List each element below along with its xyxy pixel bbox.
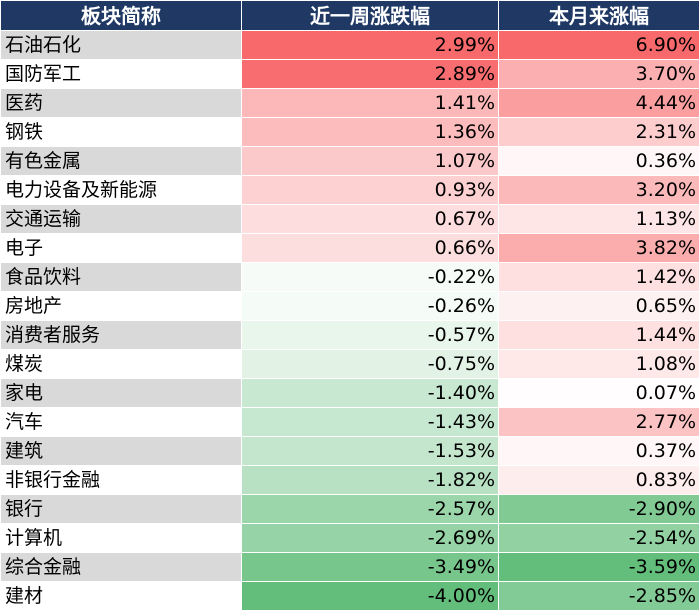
week-change-cell: 1.41% — [242, 89, 499, 118]
table-row: 建筑-1.53%0.37% — [1, 437, 699, 466]
header-sector-name: 板块简称 — [1, 1, 242, 31]
month-change-cell: 3.82% — [499, 234, 699, 263]
week-change-cell: 2.89% — [242, 60, 499, 89]
week-change-cell: -1.43% — [242, 408, 499, 437]
header-week-change: 近一周涨跌幅 — [242, 1, 499, 31]
month-change-cell: -3.59% — [499, 553, 699, 582]
sector-name-cell: 煤炭 — [1, 350, 242, 379]
week-change-cell: -1.82% — [242, 466, 499, 495]
month-change-cell: 4.44% — [499, 89, 699, 118]
week-change-cell: -4.00% — [242, 582, 499, 611]
month-change-cell: 2.77% — [499, 408, 699, 437]
month-change-cell: 0.36% — [499, 147, 699, 176]
month-change-cell: 0.65% — [499, 292, 699, 321]
week-change-cell: 2.99% — [242, 31, 499, 60]
week-change-cell: 0.93% — [242, 176, 499, 205]
sector-name-cell: 家电 — [1, 379, 242, 408]
week-change-cell: -2.69% — [242, 524, 499, 553]
month-change-cell: 1.13% — [499, 205, 699, 234]
sector-name-cell: 建筑 — [1, 437, 242, 466]
sector-name-cell: 房地产 — [1, 292, 242, 321]
week-change-cell: -0.22% — [242, 263, 499, 292]
week-change-cell: -3.49% — [242, 553, 499, 582]
month-change-cell: 0.83% — [499, 466, 699, 495]
sector-name-cell: 建材 — [1, 582, 242, 611]
table-header-row: 板块简称 近一周涨跌幅 本月来涨幅 — [1, 1, 699, 31]
sector-name-cell: 电力设备及新能源 — [1, 176, 242, 205]
sector-name-cell: 电子 — [1, 234, 242, 263]
header-month-change: 本月来涨幅 — [499, 1, 699, 31]
week-change-cell: -0.75% — [242, 350, 499, 379]
week-change-cell: 1.36% — [242, 118, 499, 147]
sector-name-cell: 交通运输 — [1, 205, 242, 234]
month-change-cell: 2.31% — [499, 118, 699, 147]
month-change-cell: 3.20% — [499, 176, 699, 205]
sector-name-cell: 有色金属 — [1, 147, 242, 176]
week-change-cell: -2.57% — [242, 495, 499, 524]
month-change-cell: 3.70% — [499, 60, 699, 89]
table-row: 消费者服务-0.57%1.44% — [1, 321, 699, 350]
sector-name-cell: 综合金融 — [1, 553, 242, 582]
week-change-cell: -0.26% — [242, 292, 499, 321]
week-change-cell: -1.40% — [242, 379, 499, 408]
table-row: 建材-4.00%-2.85% — [1, 582, 699, 611]
week-change-cell: 0.66% — [242, 234, 499, 263]
month-change-cell: 1.08% — [499, 350, 699, 379]
sector-name-cell: 钢铁 — [1, 118, 242, 147]
table-row: 汽车-1.43%2.77% — [1, 408, 699, 437]
week-change-cell: 1.07% — [242, 147, 499, 176]
sector-name-cell: 消费者服务 — [1, 321, 242, 350]
month-change-cell: 0.07% — [499, 379, 699, 408]
month-change-cell: -2.90% — [499, 495, 699, 524]
table-row: 计算机-2.69%-2.54% — [1, 524, 699, 553]
month-change-cell: 1.44% — [499, 321, 699, 350]
month-change-cell: 0.37% — [499, 437, 699, 466]
month-change-cell: 1.42% — [499, 263, 699, 292]
sector-name-cell: 非银行金融 — [1, 466, 242, 495]
month-change-cell: 6.90% — [499, 31, 699, 60]
table-row: 非银行金融-1.82%0.83% — [1, 466, 699, 495]
month-change-cell: -2.54% — [499, 524, 699, 553]
sector-name-cell: 石油石化 — [1, 31, 242, 60]
table-row: 食品饮料-0.22%1.42% — [1, 263, 699, 292]
table-row: 银行-2.57%-2.90% — [1, 495, 699, 524]
week-change-cell: -1.53% — [242, 437, 499, 466]
sector-name-cell: 食品饮料 — [1, 263, 242, 292]
sector-name-cell: 汽车 — [1, 408, 242, 437]
sector-name-cell: 银行 — [1, 495, 242, 524]
table-row: 家电-1.40%0.07% — [1, 379, 699, 408]
table-row: 房地产-0.26%0.65% — [1, 292, 699, 321]
week-change-cell: 0.67% — [242, 205, 499, 234]
sector-name-cell: 国防军工 — [1, 60, 242, 89]
table-row: 综合金融-3.49%-3.59% — [1, 553, 699, 582]
sector-name-cell: 计算机 — [1, 524, 242, 553]
week-change-cell: -0.57% — [242, 321, 499, 350]
sector-name-cell: 医药 — [1, 89, 242, 118]
month-change-cell: -2.85% — [499, 582, 699, 611]
table-row: 煤炭-0.75%1.08% — [1, 350, 699, 379]
